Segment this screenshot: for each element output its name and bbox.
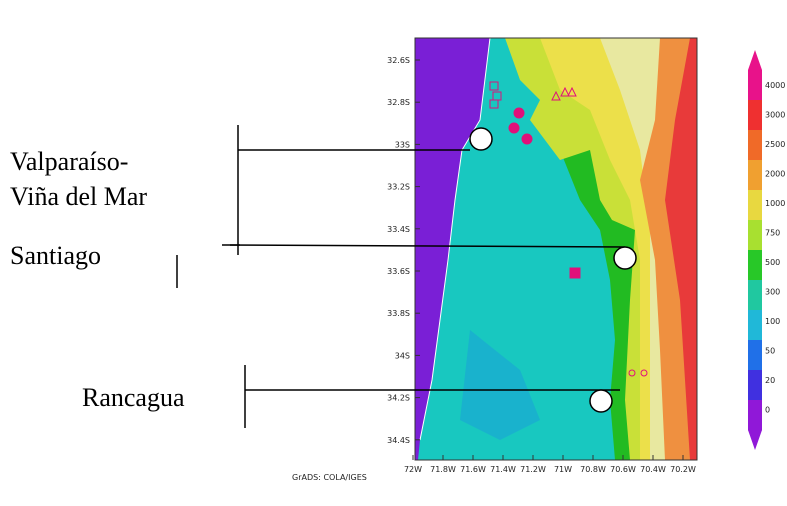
terrain <box>415 38 697 460</box>
lon-tick-label: 71.8W <box>430 465 456 474</box>
lon-tick-label: 71W <box>554 465 572 474</box>
lat-tick-label: 33.8S <box>387 309 410 318</box>
lon-tick-label: 71.4W <box>490 465 516 474</box>
station-markers <box>489 81 648 377</box>
colorbar-label: 20 <box>765 376 775 385</box>
lat-tick-label: 32.8S <box>387 98 410 107</box>
colorbar-swatch <box>748 280 762 311</box>
colorbar-swatch <box>748 340 762 371</box>
colorbar-swatch <box>748 310 762 341</box>
lon-tick-label: 70.8W <box>580 465 606 474</box>
lat-tick-label: 33.2S <box>387 183 410 192</box>
colorbar-swatch <box>748 70 762 101</box>
lon-tick-label: 70.4W <box>640 465 666 474</box>
lat-tick-label: 34.2S <box>387 394 410 403</box>
colorbar-label: 500 <box>765 258 780 267</box>
lat-tick-label: 32.6S <box>387 56 410 65</box>
lon-tick-label: 70.2W <box>670 465 696 474</box>
colorbar-label: 100 <box>765 317 780 326</box>
city-label: Rancagua <box>82 383 185 412</box>
colorbar-swatch <box>748 400 762 431</box>
colorbar-end <box>748 50 762 70</box>
lon-tick-label: 71.2W <box>520 465 546 474</box>
colorbar-swatch <box>748 370 762 401</box>
colorbar-label: 300 <box>765 288 780 297</box>
lat-tick-label: 33.4S <box>387 225 410 234</box>
credit: GrADS: COLA/IGES <box>292 473 367 482</box>
colorbar-swatch <box>748 250 762 281</box>
lat-tick-label: 34.4S <box>387 436 410 445</box>
lon-tick-label: 70.6W <box>610 465 636 474</box>
colorbar-swatch <box>748 100 762 131</box>
colorbar-label: 750 <box>765 229 780 238</box>
colorbar-label: 4000 <box>765 81 785 90</box>
colorbar-swatch <box>748 220 762 251</box>
map-frame <box>414 37 698 461</box>
colorbar-swatch <box>748 130 762 161</box>
city-label: Valparaíso- <box>10 147 128 176</box>
colorbar-label: 3000 <box>765 111 785 120</box>
lon-tick-label: 71.6W <box>460 465 486 474</box>
city-label: Viña del Mar <box>10 182 147 211</box>
colorbar-label: 0 <box>765 406 770 415</box>
lon-tick-label: 72W <box>404 465 422 474</box>
leader-lines <box>176 125 626 428</box>
lat-tick-label: 33.6S <box>387 267 410 276</box>
colorbar-label: 50 <box>765 347 775 356</box>
colorbar-label: 2000 <box>765 170 785 179</box>
lat-tick-label: 33S <box>395 140 410 149</box>
colorbar-label: 1000 <box>765 199 785 208</box>
colorbar-swatch <box>748 160 762 191</box>
city-circles <box>469 127 637 413</box>
colorbar-swatch <box>748 190 762 221</box>
lat-tick-label: 34S <box>395 351 410 360</box>
colorbar-end <box>748 430 762 450</box>
colorbar-label: 2500 <box>765 140 785 149</box>
